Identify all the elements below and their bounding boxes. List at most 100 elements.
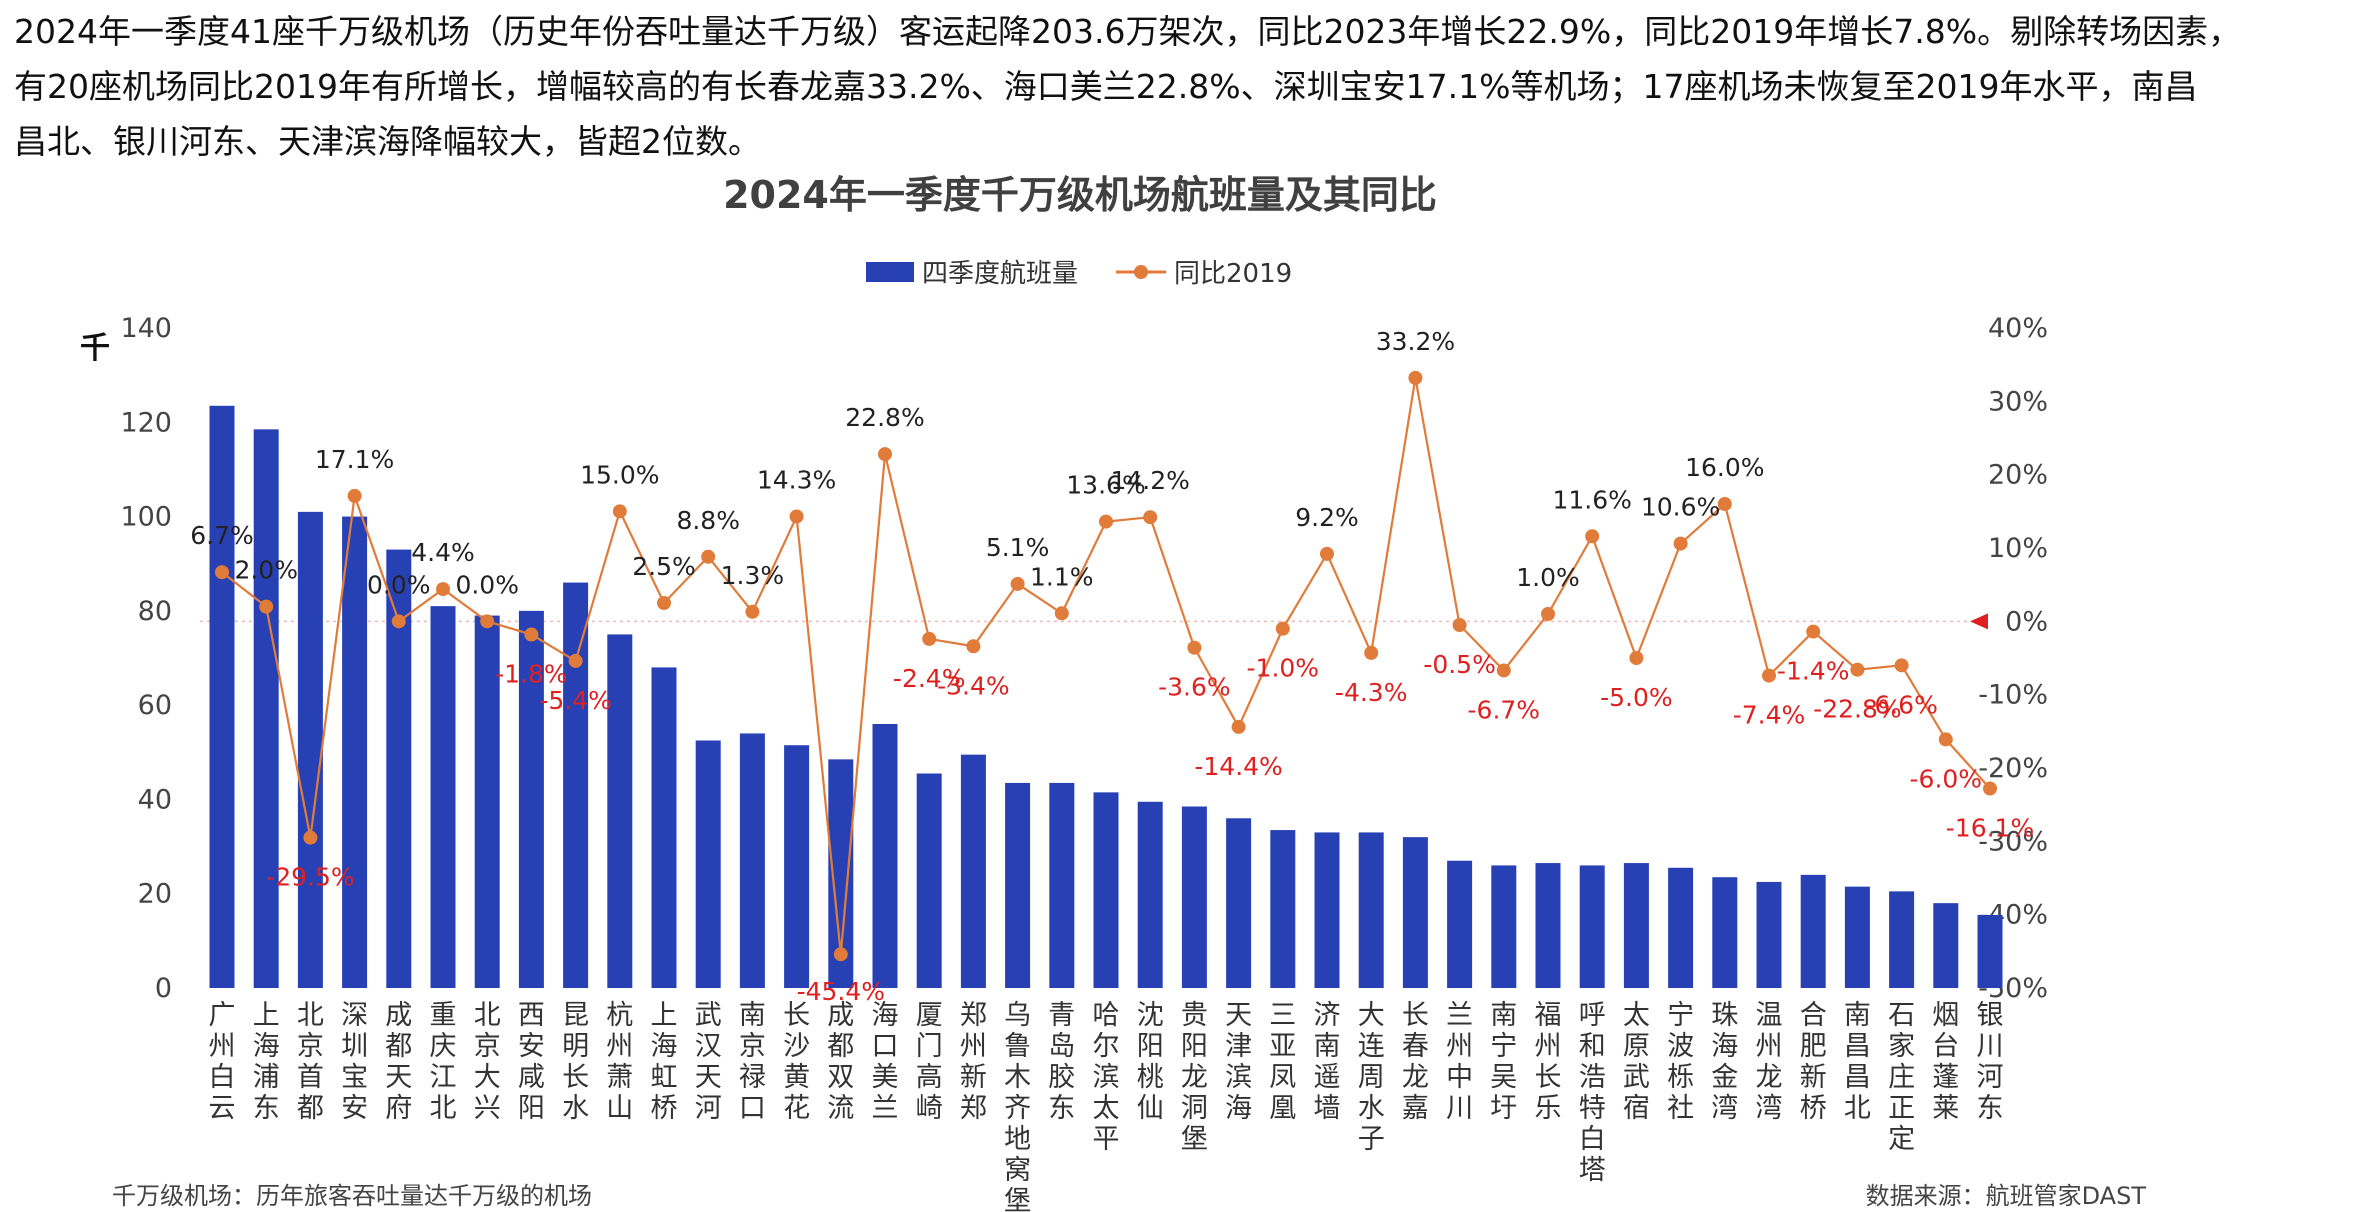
- bar: [1800, 874, 1826, 988]
- bar: [1623, 863, 1649, 988]
- yoy-point: [347, 488, 362, 503]
- bar: [1181, 806, 1207, 988]
- y-left-tick: 120: [120, 407, 172, 438]
- legend-line-label: 同比2019: [1174, 259, 1292, 289]
- yoy-data-label: -6.0%: [1910, 764, 1983, 793]
- x-category-label: 南宁吴圩: [1490, 1000, 1517, 1124]
- yoy-point: [1187, 640, 1202, 655]
- x-category-label: 兰州中川: [1446, 1000, 1473, 1124]
- yoy-data-label: -4.3%: [1335, 678, 1408, 707]
- zero-marker-icon: [1970, 613, 1988, 630]
- y-right-tick: -10%: [1978, 680, 2048, 711]
- yoy-data-label: -1.0%: [1247, 654, 1320, 683]
- x-category-label: 长春龙嘉: [1402, 1000, 1429, 1124]
- y-left-tick: 0: [155, 973, 172, 1004]
- y-right-tick: 20%: [1988, 460, 2048, 491]
- yoy-data-label: 0.0%: [367, 570, 431, 599]
- yoy-point: [833, 947, 848, 962]
- yoy-point: [1275, 621, 1290, 636]
- yoy-point: [745, 604, 760, 619]
- yoy-data-label: 1.3%: [721, 561, 785, 590]
- yoy-data-label: -29.5%: [266, 863, 354, 892]
- yoy-data-label: -5.0%: [1600, 683, 1673, 712]
- yoy-point: [480, 614, 495, 629]
- y-right-tick: 40%: [1988, 313, 2048, 344]
- yoy-point: [215, 565, 229, 580]
- bar: [1005, 782, 1031, 988]
- x-category-label: 北京首都: [297, 1000, 324, 1124]
- bar: [1226, 818, 1252, 988]
- yoy-point: [1717, 497, 1732, 511]
- x-category-label: 三亚凤凰: [1269, 1000, 1296, 1124]
- bar: [739, 733, 765, 988]
- bar: [1844, 886, 1870, 988]
- yoy-point: [1541, 607, 1555, 621]
- x-category-label: 哈尔滨太平: [1093, 1000, 1120, 1155]
- bar: [1535, 863, 1561, 988]
- yoy-point: [922, 631, 937, 646]
- x-category-label: 大连周水子: [1358, 1000, 1385, 1155]
- yoy-data-label: -6.7%: [1468, 695, 1541, 724]
- yoy-point: [1143, 510, 1158, 525]
- bar: [695, 740, 721, 988]
- x-category-label: 重庆江北: [430, 1000, 457, 1124]
- yoy-data-label: -0.5%: [1423, 650, 1496, 679]
- x-category-label: 石家庄正定: [1888, 1000, 1915, 1155]
- x-category-label: 深圳宝安: [341, 1000, 368, 1124]
- y-right-tick-labels: -50%-40%-30%-20%-10%0%10%20%30%40%: [1978, 313, 2048, 1004]
- bar: [1358, 832, 1384, 988]
- yoy-point: [789, 509, 804, 524]
- x-category-label: 成都双流: [827, 1000, 854, 1124]
- x-category-label: 济南遥墙: [1314, 1000, 1341, 1124]
- yoy-data-label: 8.8%: [676, 506, 740, 535]
- yoy-data-label: -3.4%: [937, 671, 1010, 700]
- bar: [1579, 865, 1605, 988]
- yoy-data-label: 1.1%: [1030, 562, 1094, 591]
- x-category-label: 武汉天河: [695, 1000, 722, 1124]
- bar: [607, 634, 633, 988]
- yoy-data-label: -16.1%: [1946, 814, 2034, 843]
- x-category-label: 福州长乐: [1535, 1000, 1562, 1124]
- yoy-point: [391, 614, 406, 629]
- y-right-tick: -30%: [1978, 826, 2048, 857]
- y-right-tick: 30%: [1988, 386, 2048, 417]
- bar: [518, 610, 544, 988]
- yoy-data-label: -5.4%: [539, 686, 612, 715]
- y-left-unit: 千: [80, 331, 110, 366]
- yoy-data-label: 0.0%: [455, 570, 519, 599]
- yoy-point: [1894, 658, 1909, 673]
- yoy-point: [701, 549, 716, 564]
- yoy-point: [966, 639, 981, 654]
- bar: [916, 773, 942, 988]
- yoy-data-label: 16.0%: [1685, 453, 1764, 482]
- x-category-label: 北京大兴: [474, 1000, 501, 1124]
- bar: [1270, 830, 1296, 988]
- bar: [1491, 865, 1517, 988]
- bar: [1402, 837, 1428, 988]
- yoy-point: [1938, 732, 1953, 747]
- yoy-point: [1585, 529, 1600, 544]
- yoy-point: [1673, 536, 1688, 551]
- bar: [1889, 891, 1915, 988]
- x-category-label: 温州龙湾: [1756, 1000, 1783, 1124]
- intro-line-2: 有20座机场同比2019年有所增长，增幅较高的有长春龙嘉33.2%、海口美兰22…: [14, 67, 2198, 106]
- yoy-point: [878, 447, 892, 462]
- bar: [1049, 782, 1075, 988]
- bar: [297, 511, 323, 988]
- yoy-data-label: 22.8%: [845, 403, 924, 432]
- x-category-label: 杭州萧山: [606, 1000, 633, 1124]
- yoy-point: [303, 830, 318, 845]
- x-category-label: 沈阳桃仙: [1137, 1000, 1164, 1124]
- y-left-tick-labels: 0 20 40 60 80 100 120 140: [120, 313, 172, 1004]
- bar: [784, 745, 810, 988]
- bar: [209, 405, 235, 988]
- x-category-label: 天津滨海: [1225, 1000, 1252, 1124]
- x-category-label: 上海虹桥: [651, 1000, 678, 1124]
- yoy-point: [657, 596, 671, 610]
- yoy-data-label: -1.8%: [495, 660, 568, 689]
- yoy-point: [1983, 781, 1997, 796]
- x-category-label: 昆明长水: [562, 1000, 589, 1124]
- bar: [651, 667, 677, 988]
- x-category-label: 厦门高崎: [916, 1000, 943, 1124]
